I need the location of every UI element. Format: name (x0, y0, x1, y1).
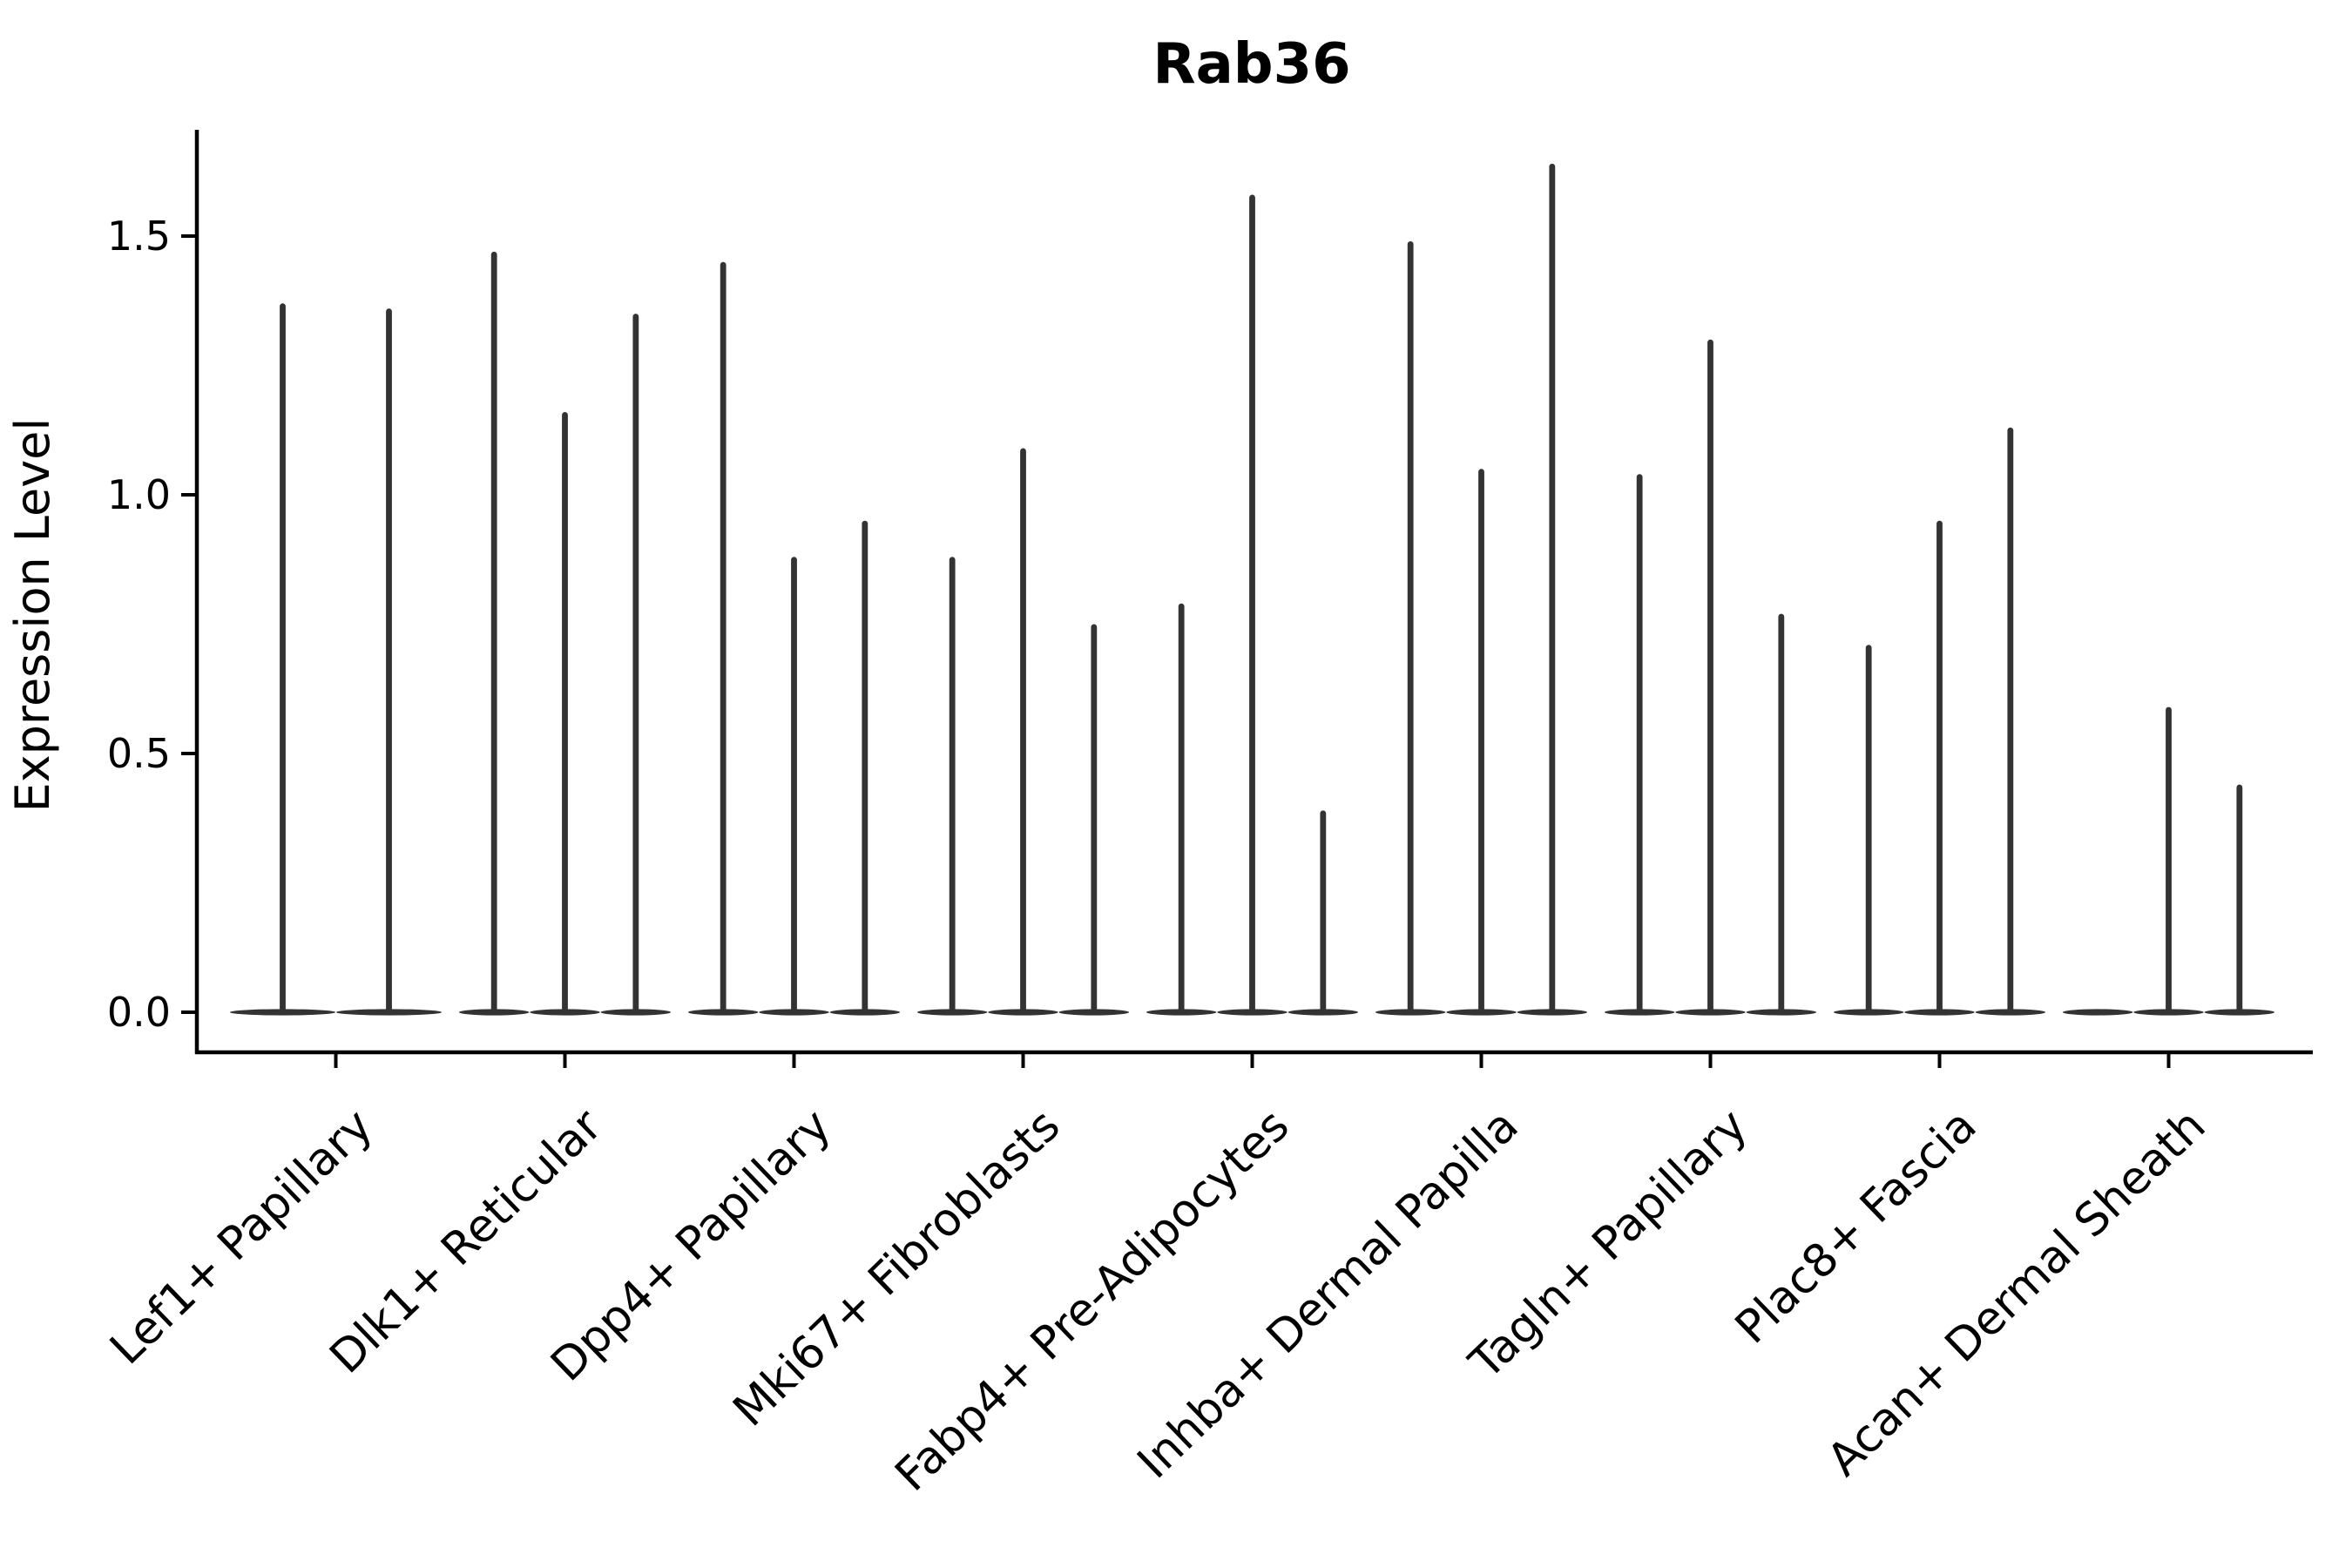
violin-spike (2166, 706, 2172, 1013)
violin-spike (1778, 613, 1785, 1013)
violin-spike (562, 411, 568, 1013)
y-axis-label: Expression Level (5, 418, 60, 813)
violin-spike (1936, 520, 1943, 1013)
violin-base (2063, 1009, 2133, 1016)
violin-spike (386, 308, 392, 1013)
violin-spike (949, 557, 956, 1013)
violin-spike (1320, 810, 1327, 1013)
x-axis-ticks (334, 1052, 2171, 1068)
violin-spike (1707, 339, 1713, 1013)
violin-spike (862, 520, 868, 1013)
y-tick-label: 0.5 (107, 730, 171, 777)
violin-spike (720, 261, 727, 1013)
violin-spike (1478, 469, 1484, 1013)
x-category-label: Plac8+ Fascia (1726, 1099, 1987, 1354)
x-category-label: Fabp4+ Pre-Adipocytes (886, 1099, 1300, 1502)
chart-title: Rab36 (1152, 32, 1350, 97)
y-axis-ticks: 0.0 0.5 1.0 1.5 (107, 213, 197, 1036)
y-tick-label: 1.0 (107, 471, 171, 518)
violin-spike (1249, 194, 1255, 1013)
violin-spike (280, 303, 286, 1014)
violin-spike (2007, 427, 2014, 1013)
x-category-label: Acan+ Dermal Sheath (1818, 1099, 2216, 1486)
violin-spike (1636, 474, 1643, 1013)
violin-spike (2236, 784, 2243, 1013)
violin-spike (1549, 163, 1556, 1013)
violin-spike (490, 251, 497, 1013)
violin-spike (632, 314, 639, 1013)
violins-layer (230, 163, 2274, 1016)
violin-spike (1865, 645, 1872, 1013)
violin-spike (1091, 624, 1098, 1013)
y-tick-label: 0.0 (107, 989, 171, 1036)
y-tick-label: 1.5 (107, 213, 171, 260)
violin-spike (1020, 448, 1026, 1013)
x-category-label: Inhba+ Dermal Papilla (1128, 1099, 1529, 1489)
violin-spike (791, 557, 797, 1013)
violin-spike (1178, 603, 1185, 1013)
violin-spike (1407, 240, 1414, 1014)
